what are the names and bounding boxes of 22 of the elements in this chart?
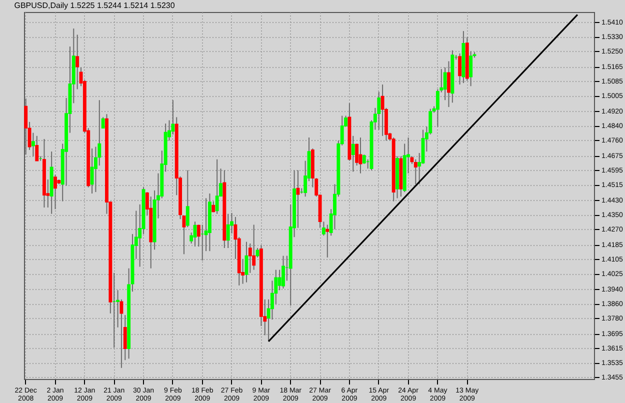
chart-title: GBPUSD,Daily 1.5225 1.5244 1.5214 1.5230 [14, 1, 176, 10]
candlestick [458, 52, 462, 85]
candlestick [186, 170, 190, 228]
candlestick [24, 98, 28, 156]
candlestick [469, 50, 473, 87]
candlestick [358, 137, 362, 174]
candlestick [282, 255, 285, 290]
candlestick [35, 135, 39, 162]
candlestick [90, 148, 94, 194]
candlestick [380, 84, 384, 136]
candlestick [54, 174, 57, 210]
candlestick [351, 135, 355, 172]
candlestick [443, 66, 447, 101]
candlestick [252, 224, 256, 270]
candlestick [215, 158, 219, 214]
candlestick [76, 34, 80, 90]
candlestick [31, 132, 35, 157]
candlestick [362, 154, 366, 164]
candlestick [326, 224, 330, 258]
candlestick [278, 269, 282, 291]
candlestick [226, 213, 230, 249]
candlestick [447, 60, 450, 108]
